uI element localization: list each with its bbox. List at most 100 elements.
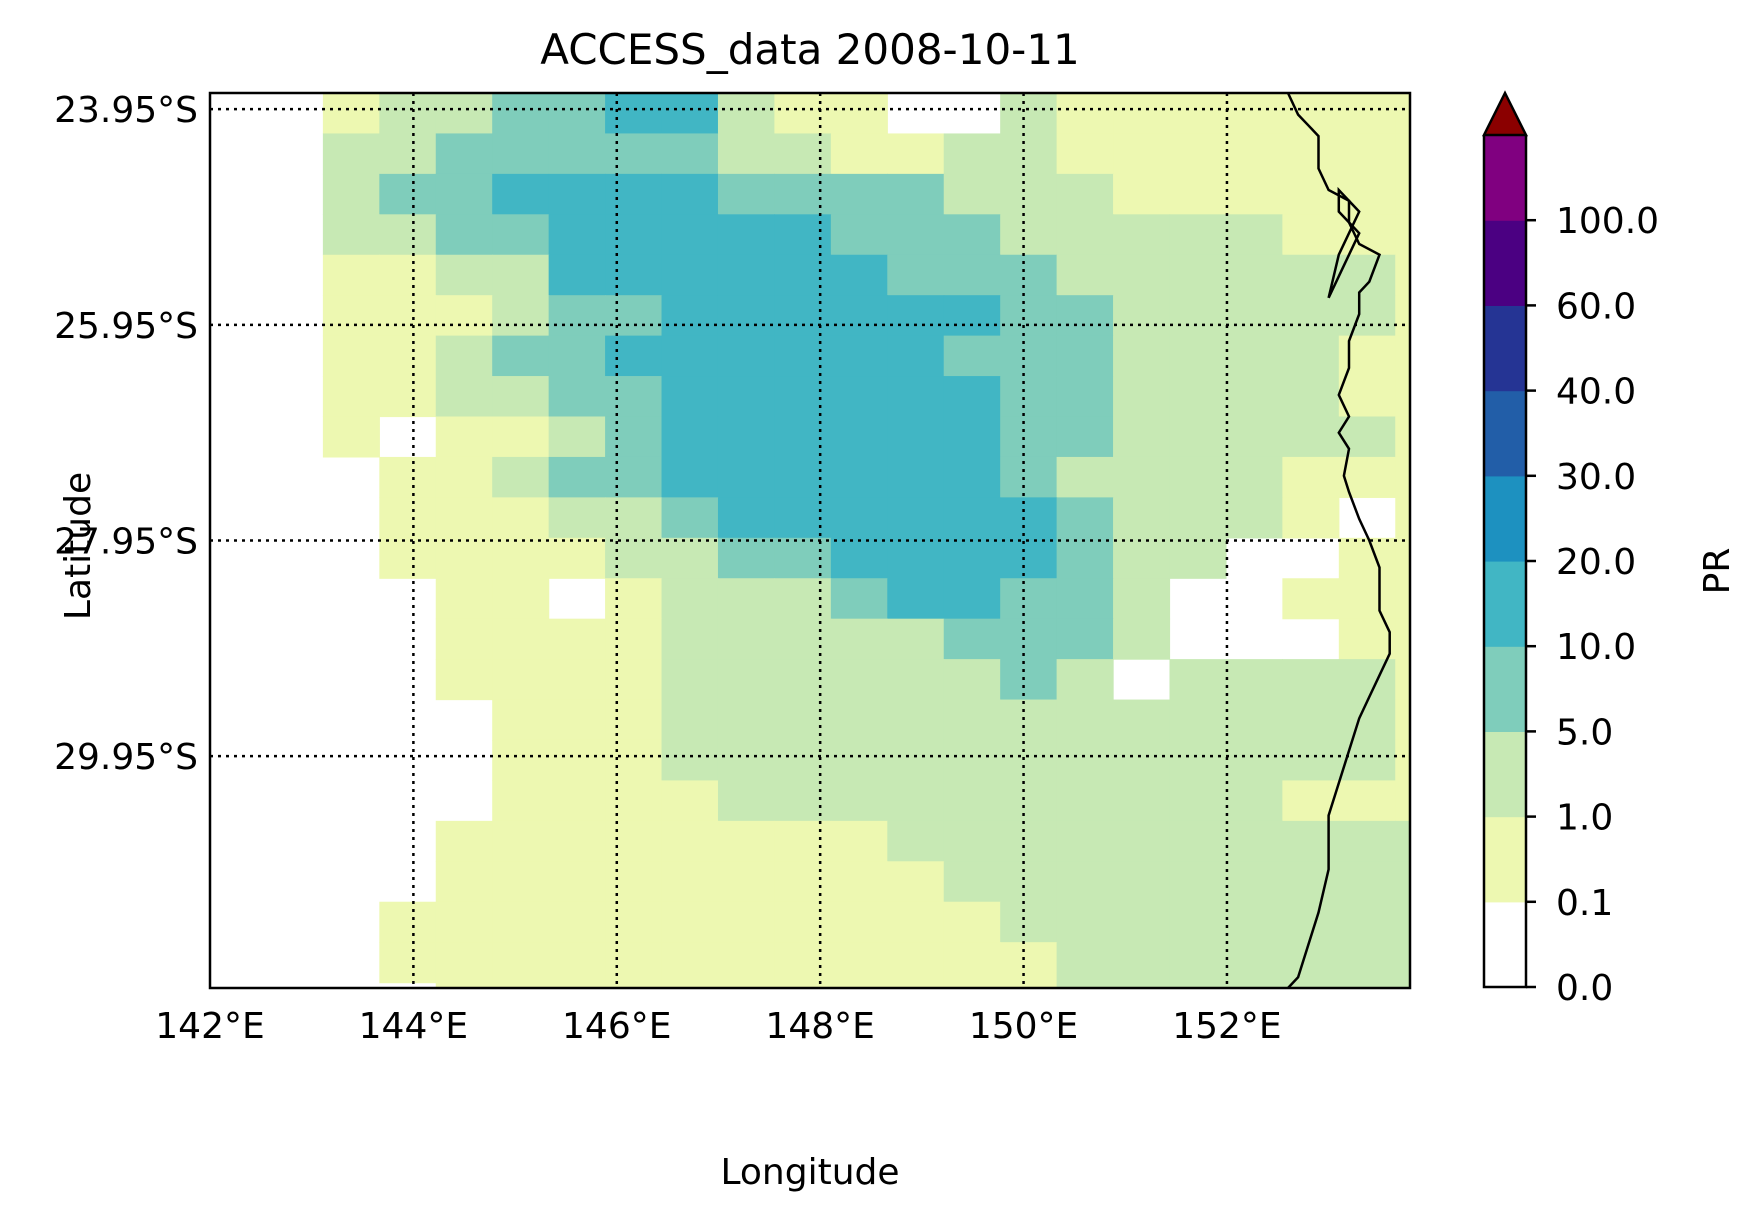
- heatmap-cell: [492, 416, 550, 458]
- heatmap-cell: [717, 335, 776, 377]
- heatmap-cell: [1395, 93, 1411, 135]
- heatmap-cell: [661, 942, 719, 984]
- heatmap-cell: [774, 335, 832, 377]
- heatmap-cell: [943, 820, 1001, 862]
- x-tick-label: 148°E: [765, 1006, 874, 1047]
- heatmap-cell: [1169, 861, 1227, 903]
- heatmap-cell: [661, 497, 719, 539]
- heatmap-cell: [1169, 780, 1227, 822]
- heatmap-cell: [1000, 456, 1058, 498]
- heatmap-cell: [548, 739, 606, 782]
- colorbar-segment: [1484, 305, 1526, 392]
- x-tick-label: 144°E: [359, 1006, 468, 1047]
- heatmap-cell: [717, 820, 776, 862]
- colorbar-segment: [1484, 135, 1526, 221]
- heatmap-cell: [1395, 416, 1411, 458]
- heatmap-cell: [1000, 416, 1058, 458]
- heatmap-cell: [1056, 537, 1114, 579]
- y-tick-label: 25.95°S: [54, 306, 198, 347]
- heatmap-cell: [1056, 820, 1114, 862]
- heatmap-cell: [661, 780, 719, 822]
- heatmap-cell: [492, 295, 550, 337]
- heatmap-cell: [435, 93, 493, 135]
- heatmap-cell: [830, 618, 888, 660]
- heatmap-cell: [435, 861, 493, 903]
- heatmap-cell: [943, 861, 1001, 903]
- colorbar-segment: [1484, 390, 1526, 477]
- heatmap-cell: [379, 901, 437, 943]
- heatmap-cell: [717, 456, 776, 498]
- heatmap-cell: [1282, 497, 1340, 539]
- heatmap-cell: [661, 537, 719, 579]
- heatmap-cell: [830, 699, 888, 741]
- heatmap-cell: [661, 376, 719, 418]
- heatmap-cell: [1000, 780, 1058, 822]
- heatmap-cell: [1000, 982, 1058, 989]
- heatmap-cell: [1169, 335, 1227, 377]
- heatmap-cell: [379, 93, 437, 135]
- heatmap-cell: [1338, 982, 1396, 989]
- heatmap-cell: [943, 739, 1001, 782]
- heatmap-cell: [887, 699, 945, 741]
- heatmap-cell: [717, 214, 776, 256]
- heatmap-cell: [435, 578, 493, 620]
- heatmap-cell: [887, 133, 945, 175]
- heatmap-cell: [1169, 133, 1227, 175]
- heatmap-cell: [435, 295, 493, 337]
- heatmap-cell: [1395, 618, 1411, 660]
- colorbar-tick-label: 10.0: [1556, 627, 1636, 668]
- heatmap-cell: [830, 861, 888, 903]
- colorbar-label: PR: [1697, 548, 1738, 595]
- heatmap-cell: [830, 537, 888, 579]
- heatmap-cell: [774, 537, 832, 579]
- heatmap-cell: [943, 699, 1001, 741]
- heatmap-cell: [605, 659, 663, 701]
- x-axis-label: Longitude: [720, 1152, 899, 1193]
- heatmap-cell: [1282, 982, 1340, 989]
- heatmap-cell: [548, 133, 606, 175]
- heatmap-cell: [1338, 93, 1396, 135]
- heatmap-cell: [605, 578, 663, 620]
- heatmap-cell: [887, 659, 945, 701]
- heatmap-cell: [492, 901, 550, 943]
- heatmap-cell: [943, 942, 1001, 984]
- heatmap-cell: [1338, 942, 1396, 984]
- y-axis-ticks: 23.95°S 25.95°S 27.95°S 29.95°S: [54, 90, 198, 778]
- heatmap-cell: [1000, 699, 1058, 741]
- heatmap-cell: [1000, 578, 1058, 620]
- heatmap-cell: [1000, 93, 1058, 135]
- heatmap-cell: [661, 214, 719, 256]
- heatmap-cell: [1113, 901, 1171, 943]
- heatmap-cell: [943, 416, 1001, 458]
- heatmap-cell: [1056, 254, 1114, 296]
- heatmap-cell: [717, 982, 776, 989]
- heatmap-cell: [322, 214, 380, 256]
- heatmap-cell: [830, 93, 888, 135]
- heatmap-cell: [1000, 618, 1058, 660]
- heatmap-cell: [492, 254, 550, 296]
- heatmap-cell: [661, 254, 719, 296]
- heatmap-cell: [887, 537, 945, 579]
- heatmap-cell: [887, 618, 945, 660]
- y-axis-label: Latitude: [58, 472, 99, 620]
- heatmap-cell: [605, 739, 663, 782]
- heatmap-cell: [548, 335, 606, 377]
- heatmap-cell: [379, 456, 437, 498]
- x-tick-label: 146°E: [562, 1006, 671, 1047]
- heatmap-cell: [322, 173, 380, 215]
- heatmap-cell: [1056, 416, 1114, 458]
- heatmap-cell: [774, 93, 832, 135]
- heatmap-cell: [774, 456, 832, 498]
- heatmap-cell: [1113, 133, 1171, 175]
- heatmap-cell: [1395, 861, 1411, 903]
- heatmap-cell: [1000, 254, 1058, 296]
- heatmap-cell: [774, 699, 832, 741]
- heatmap-cell: [1056, 618, 1114, 660]
- heatmap-cell: [887, 335, 945, 377]
- heatmap-cell: [1282, 133, 1340, 175]
- heatmap-cell: [548, 254, 606, 296]
- heatmap-cell: [774, 295, 832, 337]
- heatmap-cell: [1282, 861, 1340, 903]
- heatmap-cell: [1169, 376, 1227, 418]
- heatmap-cell: [322, 376, 380, 418]
